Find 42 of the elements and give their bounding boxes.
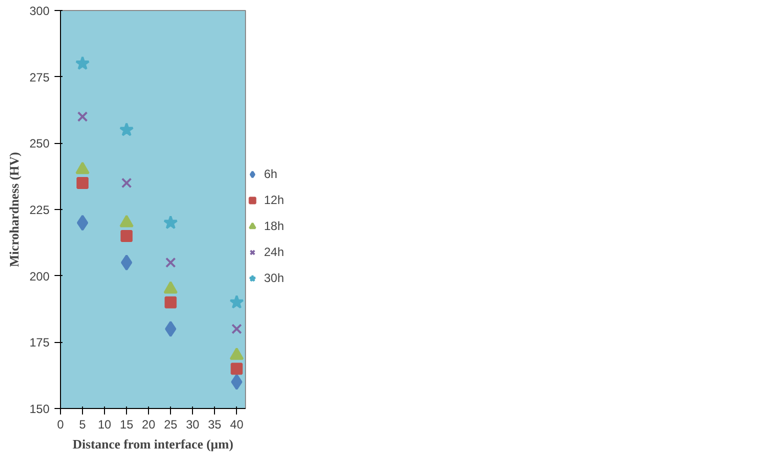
y-tick-label: 300 bbox=[29, 4, 50, 18]
y-tick-label: 250 bbox=[29, 136, 50, 151]
y-axis-title: Microhardness (HV) bbox=[6, 152, 22, 267]
legend-label: 18h bbox=[264, 219, 286, 233]
x-tick-label: 25 bbox=[164, 418, 178, 432]
legend-label: 24h bbox=[264, 245, 286, 259]
x-tick-label: 15 bbox=[120, 418, 134, 432]
point bbox=[121, 178, 132, 188]
point bbox=[76, 176, 89, 189]
point bbox=[164, 281, 178, 294]
point bbox=[77, 111, 88, 122]
point bbox=[163, 215, 178, 230]
point bbox=[120, 214, 134, 228]
point bbox=[230, 348, 244, 360]
x-axis-title: Distance from interface (µm) bbox=[72, 436, 234, 452]
point bbox=[75, 56, 90, 70]
x-tick-label: 10 bbox=[98, 418, 112, 432]
x-tick-label: 30 bbox=[186, 418, 200, 432]
y-tick-label: 200 bbox=[29, 269, 50, 284]
point bbox=[165, 257, 176, 268]
point bbox=[120, 254, 132, 271]
x-tick-label: 5 bbox=[79, 418, 86, 432]
x-tick-label: 0 bbox=[57, 418, 64, 432]
point bbox=[76, 214, 88, 231]
x-tick-label: 35 bbox=[208, 418, 222, 432]
y-tick-label: 275 bbox=[29, 70, 50, 84]
legend-label: 30h bbox=[264, 271, 286, 285]
legend-label: 12h bbox=[264, 193, 286, 207]
point bbox=[76, 162, 90, 174]
y-tick-label: 225 bbox=[29, 203, 50, 217]
x-tick-label: 40 bbox=[230, 418, 244, 432]
point bbox=[120, 230, 133, 242]
point bbox=[230, 362, 243, 375]
legend-label: 6h bbox=[264, 167, 278, 181]
x-tick-label: 20 bbox=[142, 418, 156, 432]
y-tick-label: 175 bbox=[29, 336, 50, 350]
point bbox=[164, 296, 177, 308]
point bbox=[119, 122, 134, 136]
y-tick-label: 150 bbox=[29, 402, 50, 416]
point bbox=[164, 320, 176, 337]
point bbox=[230, 294, 244, 309]
point bbox=[231, 324, 242, 334]
